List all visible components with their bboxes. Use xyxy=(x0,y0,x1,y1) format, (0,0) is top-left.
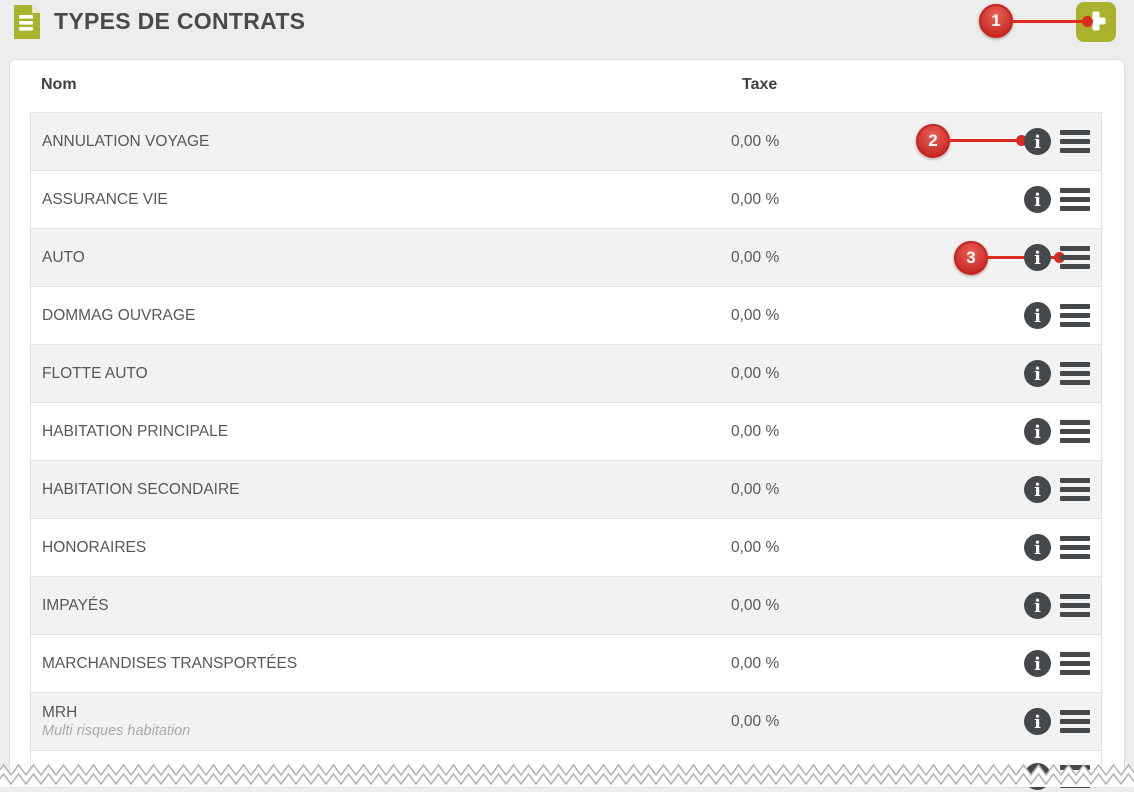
info-icon[interactable]: i xyxy=(1024,650,1051,677)
svg-text:i: i xyxy=(1034,364,1041,385)
torn-edge xyxy=(0,761,1134,791)
contract-taxe: 0,00 % xyxy=(731,306,780,324)
contract-taxe: 0,00 % xyxy=(731,654,780,672)
contract-name: AUTO xyxy=(42,248,85,266)
callout-3: 3 xyxy=(954,241,988,275)
contract-name: MRH xyxy=(42,704,78,721)
info-icon[interactable]: i xyxy=(1024,244,1051,271)
callout-1-dot xyxy=(1082,16,1093,27)
info-icon[interactable]: i xyxy=(1024,186,1051,213)
svg-text:i: i xyxy=(1034,654,1041,675)
callout-3-line xyxy=(986,256,1059,259)
menu-icon[interactable] xyxy=(1060,478,1090,501)
contract-taxe: 0,00 % xyxy=(731,538,780,556)
table-row: MRH Multi risques habitation 0,00 % i xyxy=(31,693,1101,751)
info-icon[interactable]: i xyxy=(1024,418,1051,445)
svg-text:i: i xyxy=(1034,248,1041,269)
callout-1-line xyxy=(1011,20,1085,23)
menu-icon[interactable] xyxy=(1060,304,1090,327)
page-header: TYPES DE CONTRATS xyxy=(10,0,1124,58)
menu-icon[interactable] xyxy=(1060,594,1090,617)
svg-text:i: i xyxy=(1034,480,1041,501)
contract-taxe: 0,00 % xyxy=(731,712,780,730)
contract-name: MARCHANDISES TRANSPORTÉES xyxy=(42,654,298,672)
menu-icon[interactable] xyxy=(1060,536,1090,559)
contract-taxe: 0,00 % xyxy=(731,422,780,440)
svg-text:i: i xyxy=(1034,306,1041,327)
callout-2-line xyxy=(948,139,1021,142)
table-row: FLOTTE AUTO 0,00 % i xyxy=(31,345,1101,403)
svg-text:i: i xyxy=(1034,712,1041,733)
svg-text:i: i xyxy=(1034,596,1041,617)
menu-icon[interactable] xyxy=(1060,188,1090,211)
document-icon xyxy=(12,5,42,44)
menu-icon[interactable] xyxy=(1060,362,1090,385)
table-row: HABITATION SECONDAIRE 0,00 % i xyxy=(31,461,1101,519)
page-title: TYPES DE CONTRATS xyxy=(54,8,306,34)
table-row: HABITATION PRINCIPALE 0,00 % i xyxy=(31,403,1101,461)
menu-icon[interactable] xyxy=(1060,710,1090,733)
contract-name: DOMMAG OUVRAGE xyxy=(42,306,196,324)
contract-taxe: 0,00 % xyxy=(731,132,780,150)
callout-2-dot xyxy=(1016,135,1027,146)
contract-name: FLOTTE AUTO xyxy=(42,364,148,382)
info-icon[interactable]: i xyxy=(1024,708,1051,735)
contracts-card: Nom Taxe ANNULATION VOYAGE 0,00 % i ASSU… xyxy=(10,60,1124,790)
table-header: Nom Taxe xyxy=(30,76,1102,112)
menu-icon[interactable] xyxy=(1060,246,1090,269)
info-icon[interactable]: i xyxy=(1024,476,1051,503)
info-icon[interactable]: i xyxy=(1024,534,1051,561)
contract-name: HONORAIRES xyxy=(42,538,147,556)
contract-taxe: 0,00 % xyxy=(731,364,780,382)
table-row: MARCHANDISES TRANSPORTÉES 0,00 % i xyxy=(31,635,1101,693)
info-icon[interactable]: i xyxy=(1024,360,1051,387)
callout-2: 2 xyxy=(916,124,950,158)
contract-name: ASSURANCE VIE xyxy=(42,190,168,208)
svg-text:i: i xyxy=(1034,132,1041,153)
contract-taxe: 0,00 % xyxy=(731,596,780,614)
contract-taxe: 0,00 % xyxy=(731,248,780,266)
contracts-table: ANNULATION VOYAGE 0,00 % i ASSURANCE VIE… xyxy=(30,112,1102,790)
info-icon[interactable]: i xyxy=(1024,592,1051,619)
table-row: DOMMAG OUVRAGE 0,00 % i xyxy=(31,287,1101,345)
contract-name: HABITATION SECONDAIRE xyxy=(42,480,240,498)
contract-name: HABITATION PRINCIPALE xyxy=(42,422,229,440)
svg-text:i: i xyxy=(1034,190,1041,211)
contract-name: IMPAYÉS xyxy=(42,596,109,614)
table-row: IMPAYÉS 0,00 % i xyxy=(31,577,1101,635)
contract-name: ANNULATION VOYAGE xyxy=(42,132,210,150)
table-row: HONORAIRES 0,00 % i xyxy=(31,519,1101,577)
column-header-taxe: Taxe xyxy=(742,76,778,93)
column-header-nom: Nom xyxy=(41,76,77,93)
menu-icon[interactable] xyxy=(1060,130,1090,153)
contract-subtitle: Multi risques habitation xyxy=(42,723,191,739)
info-icon[interactable]: i xyxy=(1024,302,1051,329)
table-row: AUTO 0,00 % i xyxy=(31,229,1101,287)
contract-taxe: 0,00 % xyxy=(731,190,780,208)
menu-icon[interactable] xyxy=(1060,420,1090,443)
svg-text:i: i xyxy=(1034,538,1041,559)
info-icon[interactable]: i xyxy=(1024,128,1051,155)
contract-taxe: 0,00 % xyxy=(731,480,780,498)
table-row: ASSURANCE VIE 0,00 % i xyxy=(31,171,1101,229)
menu-icon[interactable] xyxy=(1060,652,1090,675)
callout-1: 1 xyxy=(979,4,1013,38)
callout-3-dot xyxy=(1054,252,1065,263)
svg-text:i: i xyxy=(1034,422,1041,443)
